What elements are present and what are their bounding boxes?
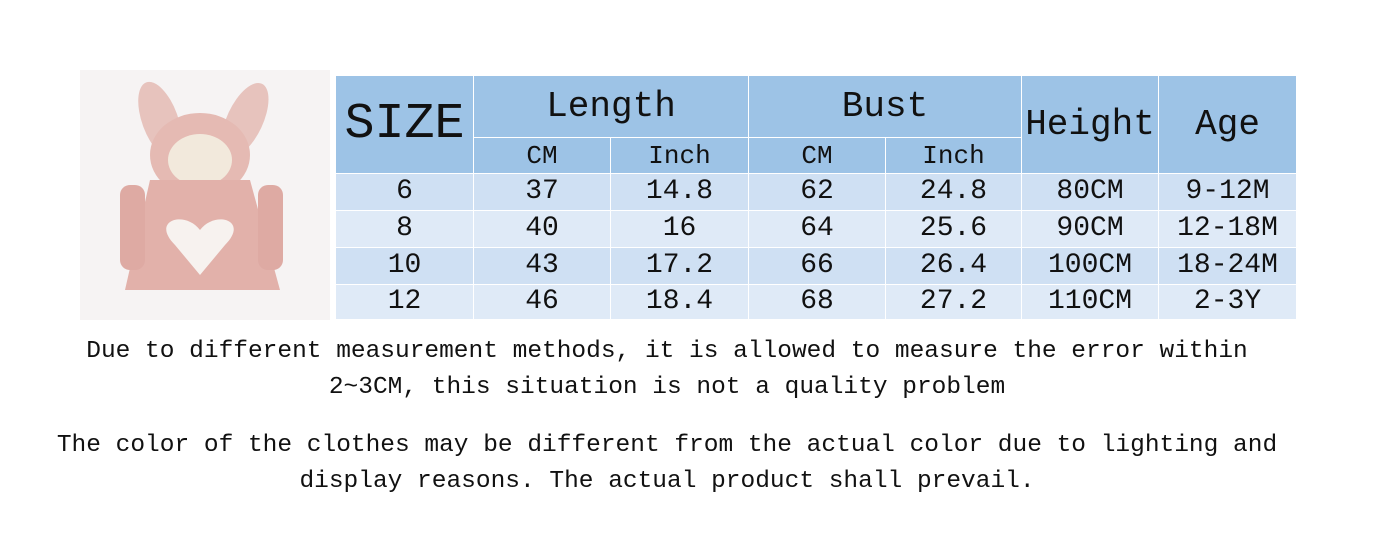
table-cell: 2-3Y <box>1158 284 1298 320</box>
table-cell: 110CM <box>1021 284 1160 320</box>
header-cell: Length <box>473 75 749 138</box>
table-cell: 64 <box>748 210 886 248</box>
note: Due to different measurement methods, it… <box>86 338 1248 401</box>
header-cell: Age <box>1158 75 1298 174</box>
table-cell: 90CM <box>1021 210 1160 248</box>
subheader-cell: CM <box>473 137 611 174</box>
table-row: 8 40 16 64 25.6 90CM 12-18M <box>335 210 1298 248</box>
table-row: 12 46 18.4 68 27.2 110CM 2-3Y <box>335 284 1298 320</box>
table-cell: 6 <box>335 173 474 211</box>
table-cell: 26.4 <box>884 247 1023 285</box>
table-cell: 8 <box>335 210 474 248</box>
table-cell: 10 <box>335 247 474 285</box>
table-cell: 17.2 <box>610 247 749 285</box>
table-cell: 80CM <box>1021 173 1160 211</box>
table-cell: 25.6 <box>884 210 1023 248</box>
table-cell: 46 <box>473 284 611 320</box>
table-row: 6 37 14.8 62 24.8 80CM 9-12M <box>335 173 1298 211</box>
table-cell: 37 <box>473 173 611 211</box>
table-cell: 62 <box>748 173 886 211</box>
table-cell: 12-18M <box>1158 210 1298 248</box>
table-cell: 27.2 <box>884 284 1023 320</box>
header-cell: Height <box>1021 75 1160 174</box>
table-cell: 14.8 <box>610 173 749 211</box>
header-cell: SIZE <box>335 75 474 174</box>
subheader-cell: CM <box>748 137 886 174</box>
table-cell: 43 <box>473 247 611 285</box>
table-cell: 16 <box>610 210 749 248</box>
table-cell: 24.8 <box>884 173 1023 211</box>
table-cell: 18-24M <box>1158 247 1298 285</box>
table-cell: 66 <box>748 247 886 285</box>
product-photo <box>80 70 330 320</box>
header-cell: Bust <box>747 75 1023 138</box>
subheader-cell: Inch <box>884 137 1023 174</box>
table-cell: 18.4 <box>610 284 749 320</box>
table-cell: 100CM <box>1021 247 1160 285</box>
table-row: 10 43 17.2 66 26.4 100CM 18-24M <box>335 247 1298 285</box>
table-cell: 40 <box>473 210 611 248</box>
table-cell: 12 <box>335 284 474 320</box>
size-table: SIZE Length Bust Height Age CM Inch CM I… <box>335 75 1298 320</box>
subheader-cell: Inch <box>610 137 749 174</box>
table-cell: 9-12M <box>1158 173 1298 211</box>
table-cell: 68 <box>748 284 886 320</box>
note: The color of the clothes may be differen… <box>56 432 1278 495</box>
